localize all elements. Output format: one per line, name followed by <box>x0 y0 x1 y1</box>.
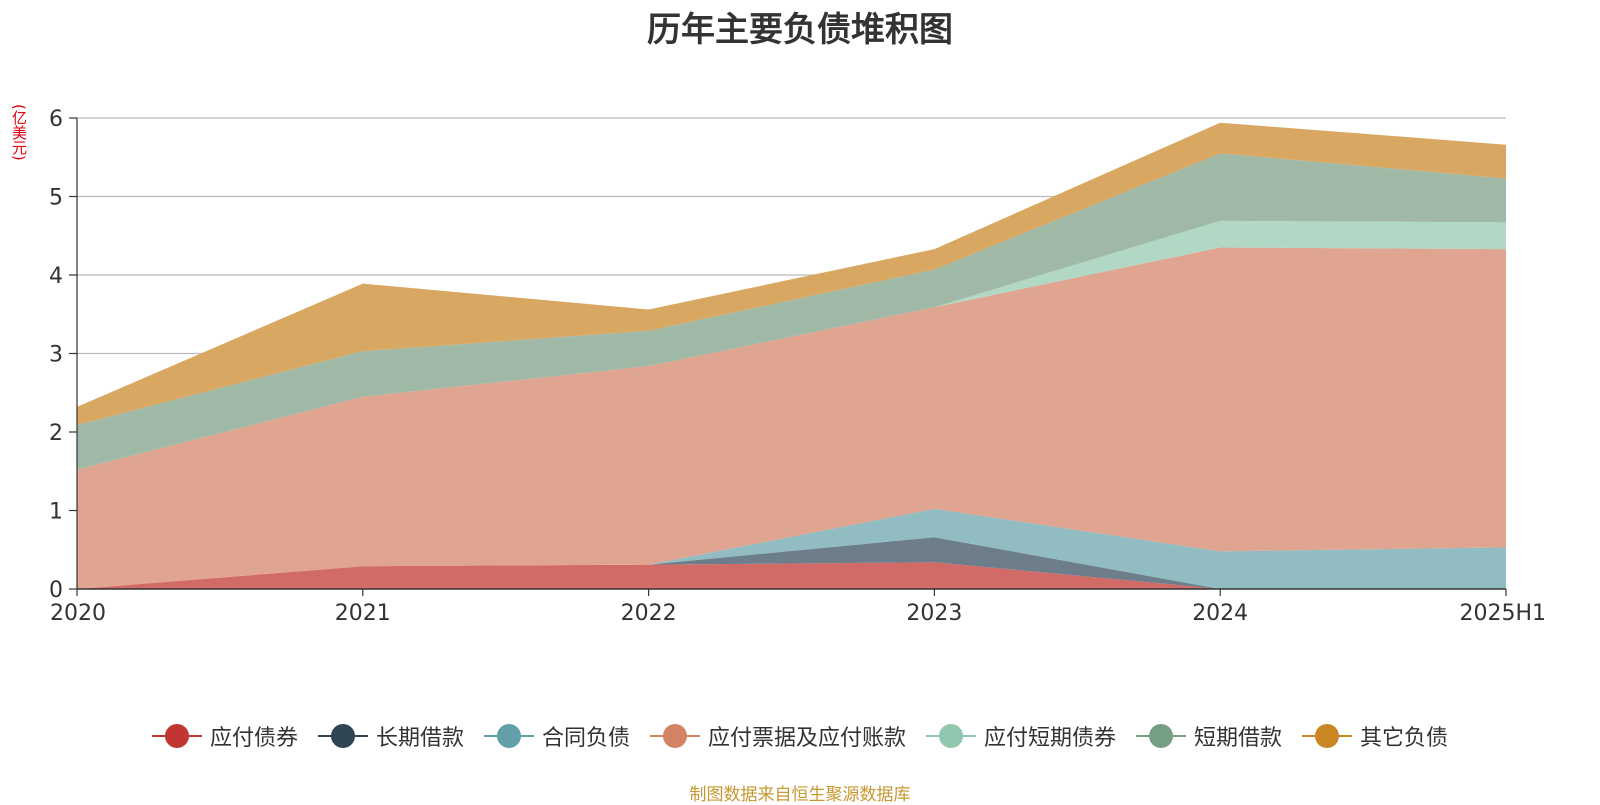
legend-item-3[interactable]: 应付票据及应付账款 <box>650 720 906 752</box>
legend-marker-icon <box>318 724 368 748</box>
x-tick-label: 2022 <box>621 601 677 626</box>
legend-label: 应付短期债券 <box>984 720 1116 752</box>
legend-marker-icon <box>484 724 534 748</box>
legend-label: 其它负债 <box>1360 720 1448 752</box>
y-tick-label: 6 <box>49 107 63 132</box>
source-note: 制图数据来自恒生聚源数据库 <box>0 780 1600 805</box>
legend-item-4[interactable]: 应付短期债券 <box>926 720 1116 752</box>
legend-marker-icon <box>926 724 976 748</box>
area-layer <box>77 123 1506 589</box>
legend-item-0[interactable]: 应付债券 <box>152 720 298 752</box>
legend-label: 长期借款 <box>376 720 464 752</box>
legend-marker-icon <box>1302 724 1352 748</box>
legend-item-1[interactable]: 长期借款 <box>318 720 464 752</box>
legend-label: 合同负债 <box>542 720 630 752</box>
legend-item-2[interactable]: 合同负债 <box>484 720 630 752</box>
y-tick-label: 0 <box>49 578 63 603</box>
x-tick-label: 2023 <box>906 601 962 626</box>
x-tick-label: 2021 <box>335 601 391 626</box>
y-tick-label: 1 <box>49 500 63 525</box>
legend-label: 应付债券 <box>210 720 298 752</box>
legend-marker-icon <box>1136 724 1186 748</box>
y-tick-label: 2 <box>49 421 63 446</box>
x-tick-label: 2024 <box>1192 601 1248 626</box>
legend: 应付债券 长期借款 合同负债 应付票据及应付账款 应付短期债券 短期借款 其它负债 <box>0 718 1600 754</box>
legend-label: 应付票据及应付账款 <box>708 720 906 752</box>
x-tick-label: 2020 <box>50 601 106 626</box>
legend-item-5[interactable]: 短期借款 <box>1136 720 1282 752</box>
y-tick-label: 3 <box>49 343 63 368</box>
y-tick-label: 5 <box>49 186 63 211</box>
y-tick-label: 4 <box>49 264 63 289</box>
legend-marker-icon <box>152 724 202 748</box>
legend-marker-icon <box>650 724 700 748</box>
legend-item-6[interactable]: 其它负债 <box>1302 720 1448 752</box>
x-tick-label: 2025H1 <box>1459 601 1546 626</box>
legend-label: 短期借款 <box>1194 720 1282 752</box>
